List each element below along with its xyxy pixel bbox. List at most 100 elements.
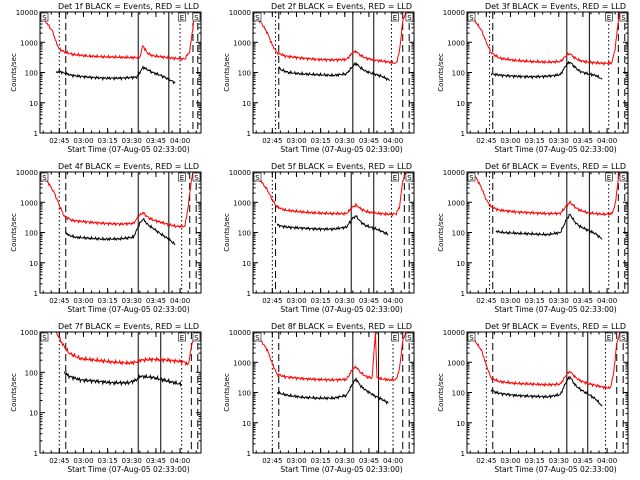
x-tick-label: 02:45	[476, 137, 496, 145]
x-tick-label: 02:45	[476, 297, 496, 305]
y-tick-label: 1000	[447, 199, 465, 207]
panel-title: Det 5f BLACK = Events, RED = LLD	[271, 162, 412, 171]
marker-box	[391, 12, 399, 22]
x-tick-label: 03:15	[98, 297, 118, 305]
x-tick-label: 03:15	[98, 457, 118, 465]
axes-frame	[466, 331, 629, 454]
series-events	[63, 371, 183, 388]
x-tick-label: 04:00	[597, 297, 617, 305]
panel-title: Det 9f BLACK = Events, RED = LLD	[485, 322, 626, 331]
series-lld	[40, 12, 196, 62]
series-lld	[253, 12, 407, 65]
marker-label: E	[393, 14, 397, 22]
y-tick-label: 10000	[229, 169, 251, 177]
marker-box	[178, 332, 186, 342]
x-tick-label: 03:00	[73, 137, 93, 145]
panel-title: Det 4f BLACK = Events, RED = LLD	[58, 162, 199, 171]
y-tick-label: 100	[25, 70, 38, 78]
y-tick-label: 10	[456, 260, 465, 268]
x-tick-label: 04:00	[597, 137, 617, 145]
x-tick-label: 03:15	[525, 457, 545, 465]
x-tick-label: 02:45	[49, 137, 69, 145]
panel-title: Det 3f BLACK = Events, RED = LLD	[485, 2, 626, 11]
y-tick-label: 100	[25, 369, 38, 377]
marker-label: S	[194, 174, 199, 182]
y-tick-label: 100	[238, 230, 251, 238]
x-tick-label: 03:45	[573, 297, 593, 305]
series-lld	[253, 332, 407, 383]
series-events	[65, 217, 176, 245]
series-lld	[467, 332, 621, 390]
x-axis-label: Start Time (07-Aug-05 02:33:00)	[67, 305, 189, 314]
y-tick-label: 10000	[229, 9, 251, 17]
x-axis-label: Start Time (07-Aug-05 02:33:00)	[280, 465, 402, 474]
y-tick-label: 1	[461, 130, 465, 138]
marker-box	[192, 172, 201, 182]
marker-label: S	[42, 174, 47, 182]
y-axis-label: Counts/sec	[437, 213, 445, 252]
y-tick-label: 10000	[229, 329, 251, 337]
panel-det-4: Det 4f BLACK = Events, RED = LLD 1 10 100 10…	[10, 162, 202, 314]
x-tick-label: 04:00	[170, 297, 190, 305]
marker-label: E	[607, 334, 611, 342]
y-tick-label: 1	[247, 130, 251, 138]
plot-area	[40, 172, 197, 293]
marker-box	[619, 172, 628, 182]
y-axis-label: Counts/sec	[10, 53, 18, 92]
x-tick-label: 03:30	[122, 137, 142, 145]
x-tick-label: 03:15	[525, 137, 545, 145]
x-tick-label: 03:15	[525, 297, 545, 305]
y-tick-label: 1	[34, 130, 38, 138]
marker-box	[619, 332, 628, 342]
panel-det-9: Det 9f BLACK = Events, RED = LLD 1 10 100 10…	[437, 322, 629, 474]
x-tick-label: 03:30	[335, 137, 355, 145]
series-events	[490, 375, 603, 407]
marker-label: E	[180, 174, 184, 182]
marker-box	[619, 12, 628, 22]
plot-area	[55, 332, 199, 453]
x-tick-label: 03:45	[359, 297, 379, 305]
marker-label: S	[42, 334, 47, 342]
series-events	[55, 65, 176, 85]
marker-box	[405, 12, 414, 22]
x-tick-label: 02:45	[262, 457, 282, 465]
marker-box	[605, 172, 613, 182]
series-events	[495, 213, 603, 240]
x-tick-label: 03:00	[500, 457, 520, 465]
y-axis-label: Counts/sec	[223, 53, 231, 92]
series-lld	[467, 12, 621, 67]
y-tick-label: 1000	[233, 199, 251, 207]
y-tick-label: 10	[29, 260, 38, 268]
marker-label: S	[407, 334, 412, 342]
y-tick-label: 100	[238, 70, 251, 78]
y-axis-label: Counts/sec	[10, 373, 18, 412]
y-axis-label: Counts/sec	[223, 213, 231, 252]
panel-title: Det 2f BLACK = Events, RED = LLD	[271, 2, 412, 11]
marker-box	[253, 12, 262, 22]
x-axis-label: Start Time (07-Aug-05 02:33:00)	[494, 305, 616, 314]
x-tick-label: 03:00	[500, 137, 520, 145]
x-tick-label: 03:30	[122, 457, 142, 465]
x-axis-label: Start Time (07-Aug-05 02:33:00)	[67, 145, 189, 154]
x-tick-label: 03:00	[73, 457, 93, 465]
series-lld	[467, 172, 621, 217]
x-tick-label: 03:45	[573, 137, 593, 145]
axes-frame	[39, 171, 202, 294]
y-tick-label: 100	[452, 230, 465, 238]
marker-label: S	[469, 174, 474, 182]
x-tick-label: 03:30	[335, 297, 355, 305]
marker-label: S	[407, 174, 412, 182]
marker-label: E	[393, 174, 397, 182]
marker-box	[467, 12, 476, 22]
x-tick-label: 02:45	[476, 457, 496, 465]
series-events	[276, 376, 389, 405]
y-axis-label: Counts/sec	[10, 213, 18, 252]
marker-box	[405, 172, 414, 182]
marker-label: S	[621, 334, 626, 342]
panel-det-2: Det 2f BLACK = Events, RED = LLD 1 10 100 10…	[223, 2, 415, 154]
x-tick-label: 03:45	[573, 457, 593, 465]
x-tick-label: 03:45	[146, 137, 166, 145]
x-tick-label: 02:45	[262, 297, 282, 305]
x-tick-label: 03:30	[549, 297, 569, 305]
